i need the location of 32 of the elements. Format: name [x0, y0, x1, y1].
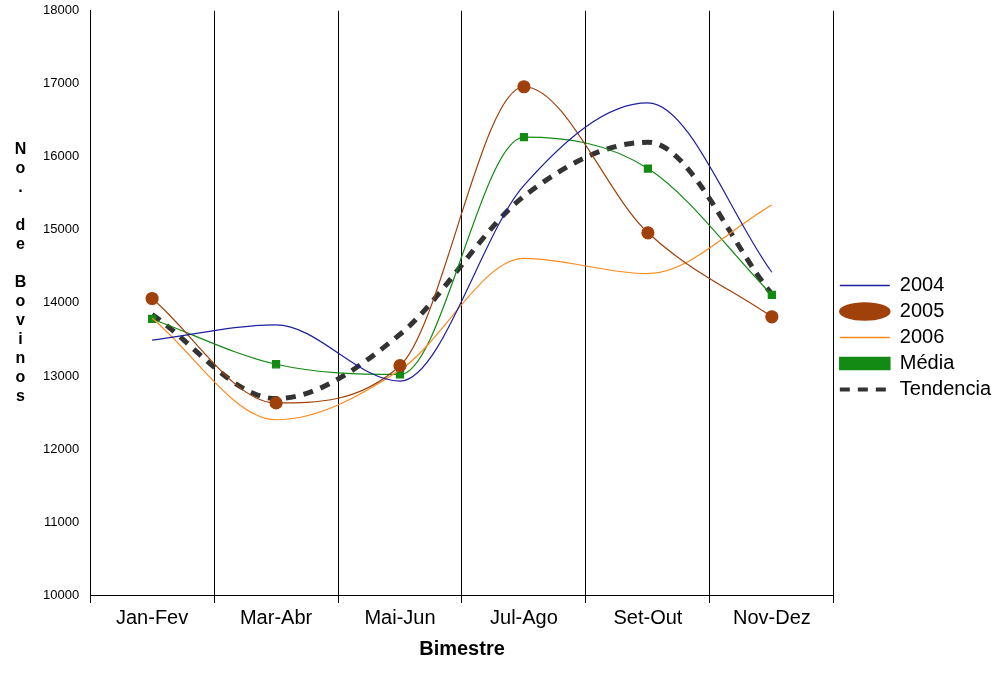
x-tick-label: Mai-Jun — [364, 605, 436, 628]
y-tick-label: 17000 — [42, 75, 80, 91]
legend-label: Tendencia — [899, 377, 992, 400]
x-axis-title: Bimestre — [419, 636, 505, 659]
point — [271, 360, 281, 369]
y-tick-label: 14000 — [42, 294, 80, 310]
y-tick-label: 18000 — [42, 2, 80, 18]
x-tick-label: Jul-Ago — [490, 605, 558, 628]
legend-label: 2006 — [899, 325, 945, 348]
point — [643, 164, 653, 173]
y-tick-label: 15000 — [42, 221, 80, 237]
point — [393, 359, 407, 373]
y-tick-label: 16000 — [42, 148, 80, 164]
y-tick-label: 13000 — [42, 367, 80, 383]
point — [641, 226, 655, 240]
x-tick-label: Set-Out — [613, 605, 683, 628]
x-tick-label: Nov-Dez — [732, 605, 811, 628]
point — [269, 396, 283, 410]
point — [145, 291, 159, 306]
legend-label: Média — [899, 351, 956, 374]
y-tick-label: 11000 — [43, 513, 80, 529]
point — [765, 310, 779, 324]
x-tick-label: Mar-Abr — [239, 605, 313, 628]
legend-label: 2004 — [899, 273, 945, 296]
y-axis-title: No. de Bovinos — [11, 140, 30, 406]
point — [517, 80, 531, 94]
y-tick-label: 10000 — [42, 586, 80, 602]
x-tick-label: Jan-Fev — [116, 605, 189, 628]
point — [767, 290, 776, 299]
legend-label: 2005 — [899, 299, 945, 322]
y-tick-label: 12000 — [42, 440, 80, 456]
point — [519, 133, 529, 142]
